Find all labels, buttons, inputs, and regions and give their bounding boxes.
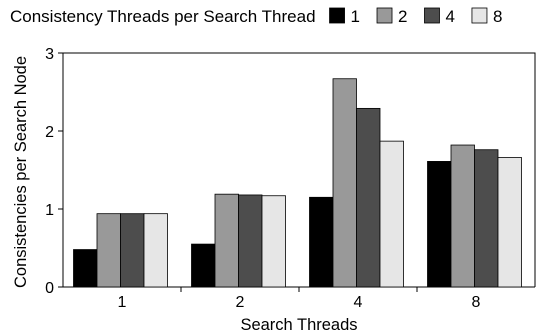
legend-title: Consistency Threads per Search Thread xyxy=(10,7,316,26)
bar-8-series-4 xyxy=(474,149,499,288)
legend-swatch-8 xyxy=(471,7,488,24)
bar-8-series-2 xyxy=(450,144,475,288)
bar-1-series-1 xyxy=(73,249,98,288)
legend-label-1: 1 xyxy=(351,7,360,26)
x-axis-title: Search Threads xyxy=(240,316,357,334)
y-tick-label-0: 0 xyxy=(45,280,54,297)
x-tick-label-8: 8 xyxy=(472,294,481,311)
y-tick-label-1: 1 xyxy=(45,202,54,219)
legend-label-2: 2 xyxy=(398,7,407,26)
bar-4-series-1 xyxy=(309,196,334,288)
bar-2-series-2 xyxy=(214,193,239,288)
plot-area: 0 1 2 3 1 2 4 8 xyxy=(45,46,536,311)
legend-label-4: 4 xyxy=(445,7,454,26)
x-tick-label-4: 4 xyxy=(354,294,363,311)
bar-4-series-2 xyxy=(332,78,357,288)
y-axis-title: Consistencies per Search Node xyxy=(12,56,30,288)
y-tick-label-2: 2 xyxy=(45,124,54,141)
bar-2-series-1 xyxy=(191,243,216,288)
legend-swatch-4 xyxy=(424,7,440,24)
bar-8-series-8 xyxy=(497,157,522,288)
x-tick-label-2: 2 xyxy=(236,294,245,311)
bar-4-series-4 xyxy=(356,107,381,288)
legend-swatch-2 xyxy=(376,7,393,24)
bar-1-series-4 xyxy=(120,213,145,288)
legend-label-8: 8 xyxy=(493,7,502,26)
bar-2-series-8 xyxy=(261,195,286,288)
x-tick-label-1: 1 xyxy=(118,294,127,311)
bar-1-series-2 xyxy=(96,213,121,288)
bar-2-series-4 xyxy=(238,194,263,288)
bar-8-series-1 xyxy=(427,161,452,288)
y-tick-label-3: 3 xyxy=(45,46,54,63)
plot-frame xyxy=(63,52,536,287)
legend-swatch-1 xyxy=(329,7,345,24)
bar-4-series-8 xyxy=(379,140,404,288)
bar-1-series-8 xyxy=(143,213,168,288)
legend: Consistency Threads per Search Thread 1 2… xyxy=(10,7,502,26)
